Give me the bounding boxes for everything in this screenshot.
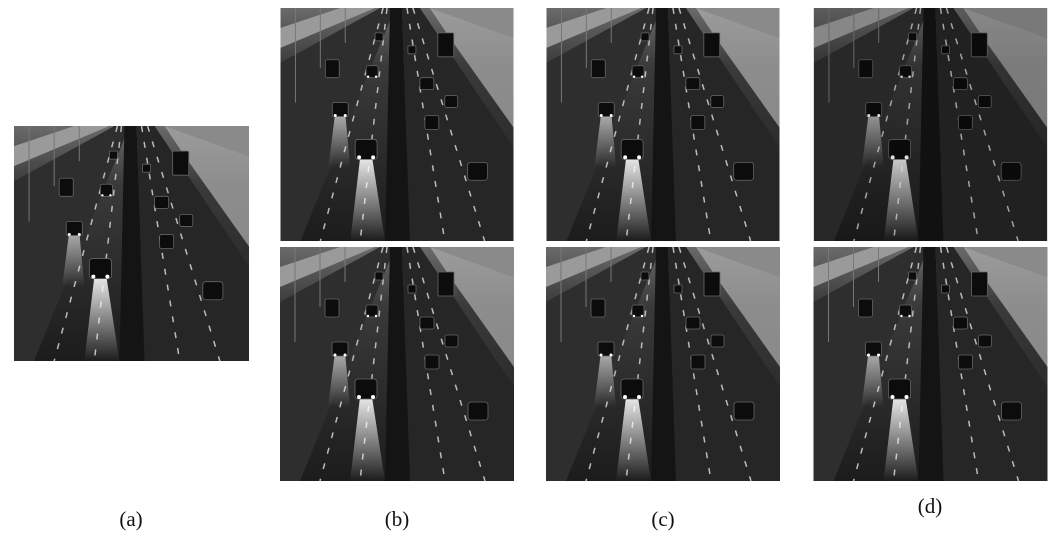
panel-label: (a) bbox=[119, 507, 142, 531]
image-d-shade bbox=[813, 8, 1048, 241]
image-c-top bbox=[547, 8, 780, 241]
panel-label: (d) bbox=[918, 494, 943, 518]
image-a bbox=[14, 126, 249, 361]
panel-label: (b) bbox=[385, 507, 410, 531]
image-b-top bbox=[281, 8, 514, 241]
image-d-bottom bbox=[814, 247, 1048, 481]
image-c-bottom bbox=[546, 247, 780, 481]
panel-label: (c) bbox=[651, 507, 674, 531]
figure: (a) (b) (c) (d) bbox=[0, 0, 1056, 538]
image-b-bottom bbox=[280, 247, 514, 481]
page: (a) (b) (c) (d) (() => { const data = JS… bbox=[0, 0, 1056, 538]
